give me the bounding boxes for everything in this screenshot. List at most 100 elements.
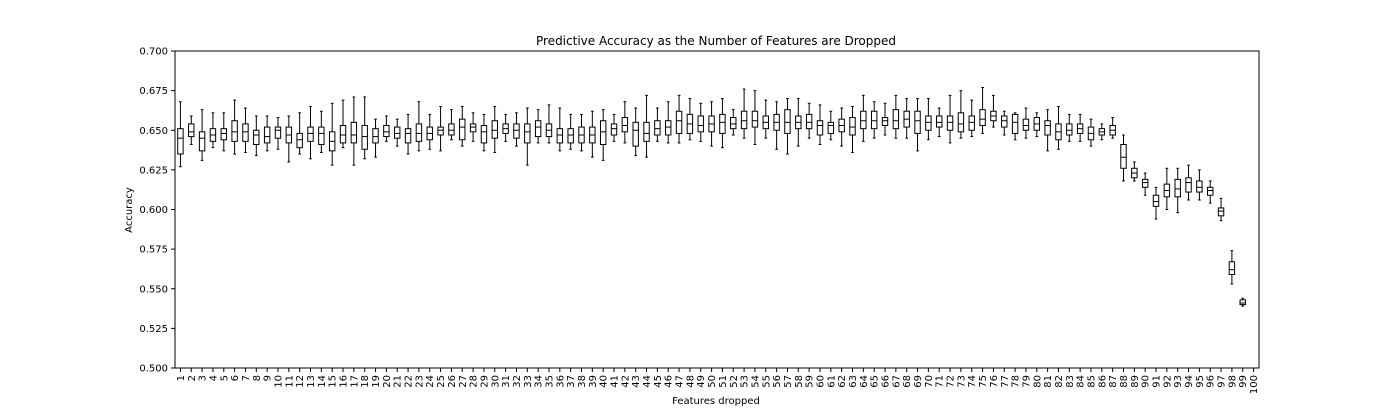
box-iqr: [524, 123, 531, 144]
box-91: [1152, 186, 1160, 220]
box-iqr: [805, 113, 813, 130]
y-tick-label: 0.650: [139, 126, 168, 137]
box-iqr: [415, 123, 423, 142]
x-tick-label: 19: [371, 375, 382, 388]
box-iqr: [318, 126, 325, 146]
x-tick-label: 15: [328, 375, 339, 388]
box-37: [567, 113, 574, 150]
x-tick-label: 44: [642, 375, 653, 388]
x-tick-label: 76: [989, 375, 1000, 388]
box-98: [1228, 250, 1236, 285]
x-tick-label: 97: [1217, 375, 1228, 388]
x-tick-label: 43: [631, 375, 642, 388]
x-tick-label: 30: [490, 375, 501, 388]
box-iqr: [719, 113, 726, 134]
box-28: [469, 112, 477, 142]
box-96: [1207, 180, 1214, 204]
box-63: [849, 105, 856, 153]
x-tick-label: 29: [479, 375, 490, 388]
box-44: [643, 94, 650, 158]
x-tick-label: 88: [1119, 375, 1130, 388]
box-69: [914, 98, 921, 152]
box-77: [1001, 110, 1008, 136]
box-4: [209, 112, 217, 149]
box-iqr: [242, 123, 249, 142]
box-iqr: [361, 124, 368, 150]
box-iqr: [599, 120, 607, 146]
box-5: [220, 112, 227, 152]
box-iqr: [188, 123, 195, 138]
x-tick-label: 51: [718, 375, 729, 388]
x-tick-label: 80: [1032, 375, 1043, 388]
box-30: [491, 105, 498, 153]
x-tick-label: 21: [393, 375, 404, 388]
y-axis: 0.500 0.525 0.550 0.575 0.600 0.625 0.650 0.675…: [139, 47, 175, 375]
box-iqr: [740, 110, 748, 130]
x-tick-label: 36: [555, 375, 566, 388]
box-36: [556, 107, 564, 152]
box-iqr: [513, 123, 520, 139]
x-tick-label: 100: [1249, 375, 1260, 394]
x-tick-label: 9: [263, 375, 274, 381]
box-12: [296, 112, 303, 155]
box-iqr: [881, 117, 889, 126]
x-tick-label: 8: [252, 375, 263, 381]
box-iqr: [1217, 207, 1225, 217]
x-tick-label: 28: [469, 375, 480, 388]
x-tick-label: 11: [284, 375, 295, 388]
box-56: [773, 101, 780, 150]
x-tick-label: 4: [208, 375, 219, 381]
y-tick-label: 0.550: [139, 284, 168, 295]
box-1: [177, 101, 184, 168]
x-tick-label: 67: [891, 375, 902, 388]
box-14: [318, 110, 325, 153]
box-41: [610, 113, 618, 142]
box-iqr: [394, 126, 401, 139]
x-tick-label: 85: [1086, 375, 1097, 388]
y-tick-label: 0.675: [139, 86, 168, 97]
plot-area: [177, 86, 1246, 307]
y-tick-label: 0.525: [139, 324, 168, 335]
box-iqr: [307, 126, 314, 142]
box-iqr: [697, 115, 704, 133]
box-iqr: [621, 117, 629, 133]
x-tick-label: 47: [675, 375, 686, 388]
box-iqr: [198, 131, 206, 152]
box-iqr: [177, 128, 184, 155]
box-iqr: [437, 126, 444, 136]
x-tick-label: 79: [1021, 375, 1032, 388]
box-61: [827, 110, 835, 141]
box-iqr: [491, 120, 498, 139]
x-tick-label: 94: [1184, 375, 1195, 388]
x-tick-label: 81: [1043, 375, 1054, 388]
x-tick-label: 38: [577, 375, 588, 388]
box-iqr: [1207, 186, 1214, 196]
box-26: [448, 109, 455, 141]
box-54: [751, 90, 759, 146]
x-tick-label: 73: [956, 375, 967, 388]
box-iqr: [610, 123, 618, 136]
x-tick-label: 1: [176, 375, 187, 381]
x-tick-label: 42: [620, 375, 631, 388]
x-tick-label: 25: [436, 375, 447, 388]
x-tick-label: 87: [1108, 375, 1119, 388]
box-iqr: [253, 129, 260, 146]
x-axis: 1 2 3 4 5 6 7 8 9 10 11 12 13 14 15 16 17 18 19 20 21 22 23 24 2…: [176, 368, 1260, 394]
x-tick-label: 98: [1227, 375, 1238, 388]
box-84: [1076, 113, 1084, 142]
x-tick-label: 14: [317, 375, 328, 388]
x-tick-label: 56: [772, 375, 783, 388]
x-tick-label: 5: [219, 375, 230, 381]
box-39: [589, 110, 596, 158]
box-68: [903, 98, 910, 139]
box-iqr: [469, 123, 477, 133]
x-tick-label: 96: [1206, 375, 1217, 388]
box-79: [1022, 107, 1030, 139]
y-axis-title: Accuracy: [124, 187, 135, 233]
x-tick-label: 89: [1130, 375, 1141, 388]
box-51: [719, 98, 726, 149]
box-iqr: [1239, 299, 1246, 306]
box-65: [870, 101, 878, 139]
x-tick-label: 50: [707, 375, 718, 388]
